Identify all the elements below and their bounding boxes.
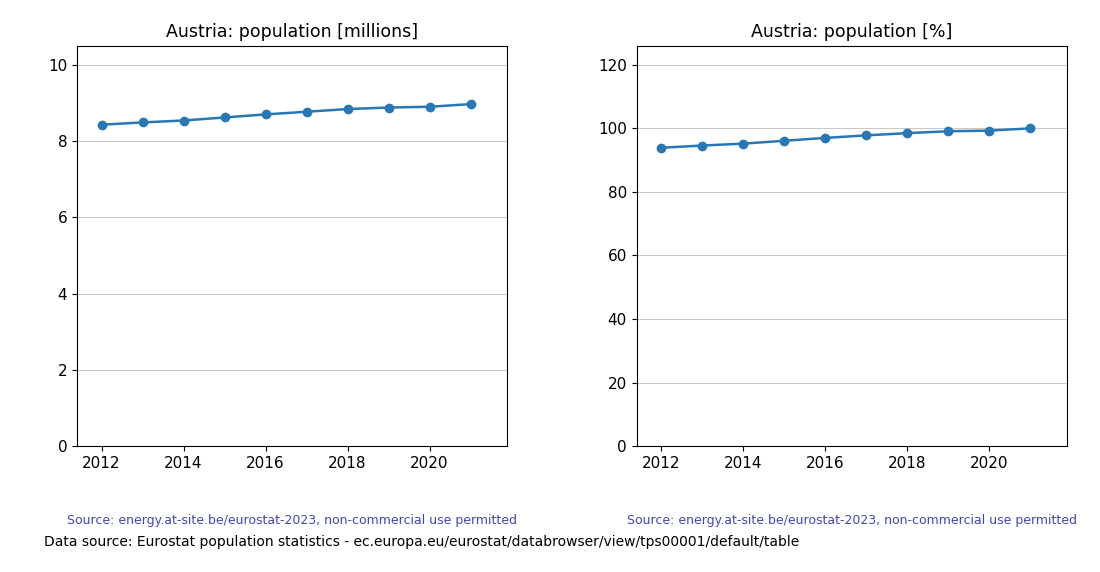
- Text: Source: energy.at-site.be/eurostat-2023, non-commercial use permitted: Source: energy.at-site.be/eurostat-2023,…: [67, 514, 517, 527]
- Text: Data source: Eurostat population statistics - ec.europa.eu/eurostat/databrowser/: Data source: Eurostat population statist…: [44, 535, 800, 549]
- Text: Source: energy.at-site.be/eurostat-2023, non-commercial use permitted: Source: energy.at-site.be/eurostat-2023,…: [627, 514, 1077, 527]
- Title: Austria: population [%]: Austria: population [%]: [751, 23, 953, 41]
- Title: Austria: population [millions]: Austria: population [millions]: [166, 23, 418, 41]
